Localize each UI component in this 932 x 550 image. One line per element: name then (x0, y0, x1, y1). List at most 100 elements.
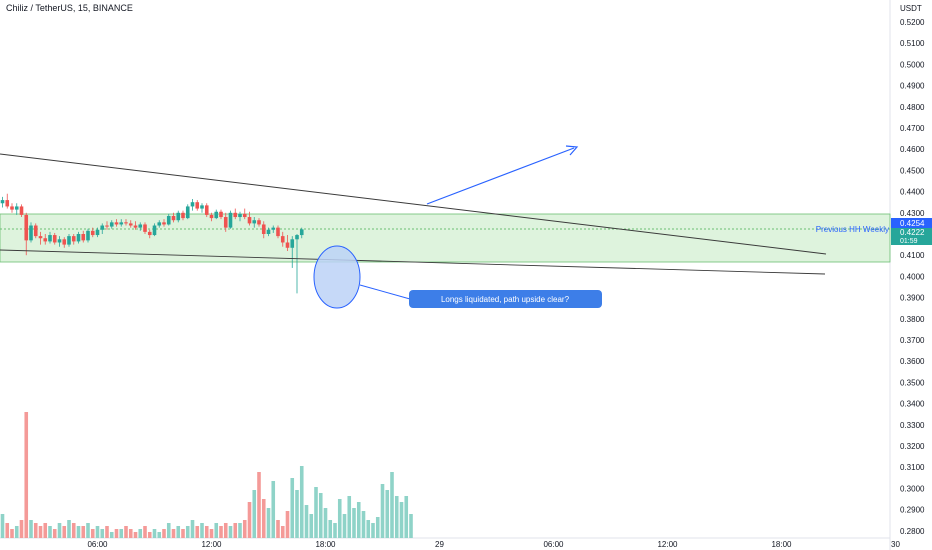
candle-body[interactable] (119, 222, 124, 225)
candle-body[interactable] (252, 220, 257, 224)
price-tick-label: 0.2900 (900, 506, 925, 515)
candle-body[interactable] (261, 224, 266, 234)
candle-body[interactable] (19, 206, 24, 215)
candle-body[interactable] (171, 215, 176, 221)
candle-body[interactable] (195, 202, 200, 209)
callout-box[interactable] (409, 290, 602, 308)
candle-body[interactable] (247, 217, 252, 224)
candle-body[interactable] (152, 225, 157, 236)
candles (0, 193, 304, 294)
candle-body[interactable] (24, 214, 29, 241)
candle-body[interactable] (147, 231, 152, 236)
projection-arrow[interactable] (426, 147, 575, 205)
volume-bar (33, 523, 38, 538)
candle-body[interactable] (48, 235, 52, 242)
candle-body[interactable] (285, 242, 290, 248)
candle-body[interactable] (176, 212, 181, 221)
candle-body[interactable] (166, 215, 171, 225)
candle-body[interactable] (67, 236, 71, 245)
candle-body[interactable] (295, 235, 299, 240)
candle-body[interactable] (276, 227, 280, 237)
candle-body[interactable] (0, 200, 5, 204)
price-tick-label: 0.3700 (900, 336, 925, 345)
volume-bar (152, 529, 157, 538)
candle-body[interactable] (138, 224, 143, 228)
time-axis[interactable]: 06:00 12:00 18:00 29 06:00 12:00 18:00 30 (87, 540, 900, 549)
candle-body[interactable] (124, 222, 128, 224)
volume-bar (238, 523, 242, 538)
candle-body[interactable] (214, 211, 219, 219)
volume-bar (157, 532, 162, 538)
volume-bar (323, 508, 328, 538)
volume-bar (390, 472, 394, 538)
price-tick-label: 0.5000 (900, 60, 925, 69)
candle-body[interactable] (204, 205, 209, 215)
lower-trendline[interactable] (0, 249, 826, 275)
candle-body[interactable] (128, 223, 133, 226)
volume-bar (228, 526, 233, 538)
candle-body[interactable] (43, 238, 48, 242)
volume-bar (43, 523, 48, 538)
candle-body[interactable] (105, 225, 109, 227)
volume-bar (62, 526, 67, 538)
candle-body[interactable] (52, 235, 57, 243)
candle-body[interactable] (290, 239, 295, 248)
candle-body[interactable] (181, 212, 185, 219)
candle-body[interactable] (228, 212, 233, 228)
volume-bar (29, 520, 33, 538)
candle-body[interactable] (57, 239, 62, 243)
candle-body[interactable] (86, 230, 90, 241)
candle-body[interactable] (62, 239, 67, 245)
volume-bar (109, 532, 114, 538)
volume-bar (24, 412, 29, 538)
candle-body[interactable] (266, 229, 271, 234)
candle-body[interactable] (76, 234, 81, 242)
candle-body[interactable] (10, 206, 14, 210)
candle-body[interactable] (143, 224, 147, 232)
volume-bar (204, 526, 209, 538)
candle-body[interactable] (33, 225, 38, 237)
candle-body[interactable] (219, 211, 223, 218)
candle-body[interactable] (95, 229, 100, 236)
candle-body[interactable] (238, 213, 242, 218)
price-axis[interactable]: 0.5200 0.5100 0.5000 0.4900 0.4800 0.4700 0.46… (900, 18, 925, 536)
time-tick-label: 18:00 (315, 540, 336, 549)
candle-body[interactable] (200, 205, 204, 209)
candle-body[interactable] (257, 220, 261, 225)
candle-body[interactable] (90, 230, 95, 236)
candle-body[interactable] (133, 225, 138, 228)
candle-body[interactable] (280, 236, 285, 243)
volume-bar (57, 523, 62, 538)
candle-body[interactable] (100, 225, 105, 230)
previous-hh-weekly-zone[interactable] (0, 213, 891, 263)
candle-body[interactable] (209, 214, 214, 219)
volume-bar (214, 523, 219, 538)
liquidation-ellipse[interactable] (313, 245, 361, 309)
candle-body[interactable] (223, 217, 228, 228)
candle-body[interactable] (5, 200, 10, 207)
candle-body[interactable] (38, 236, 43, 239)
candle-body[interactable] (109, 222, 114, 227)
candle-body[interactable] (114, 222, 119, 225)
time-tick-label: 12:00 (657, 540, 678, 549)
candle-body[interactable] (162, 222, 166, 225)
candle-body[interactable] (299, 229, 304, 236)
volume-bar (280, 526, 285, 538)
candle-body[interactable] (190, 202, 195, 207)
volume-bar (399, 502, 404, 538)
candle-body[interactable] (14, 206, 19, 210)
volume-bar (143, 526, 147, 538)
candle-body[interactable] (233, 212, 238, 218)
volume-bar (10, 529, 14, 538)
candle-body[interactable] (185, 206, 190, 219)
descending-trendline[interactable] (0, 153, 827, 255)
candle-body[interactable] (157, 222, 162, 226)
volume-bar (176, 526, 181, 538)
candle-body[interactable] (71, 236, 76, 242)
candle-body[interactable] (271, 227, 276, 230)
candle-body[interactable] (29, 225, 33, 241)
candle-body[interactable] (242, 213, 247, 218)
candle-body[interactable] (81, 234, 86, 241)
